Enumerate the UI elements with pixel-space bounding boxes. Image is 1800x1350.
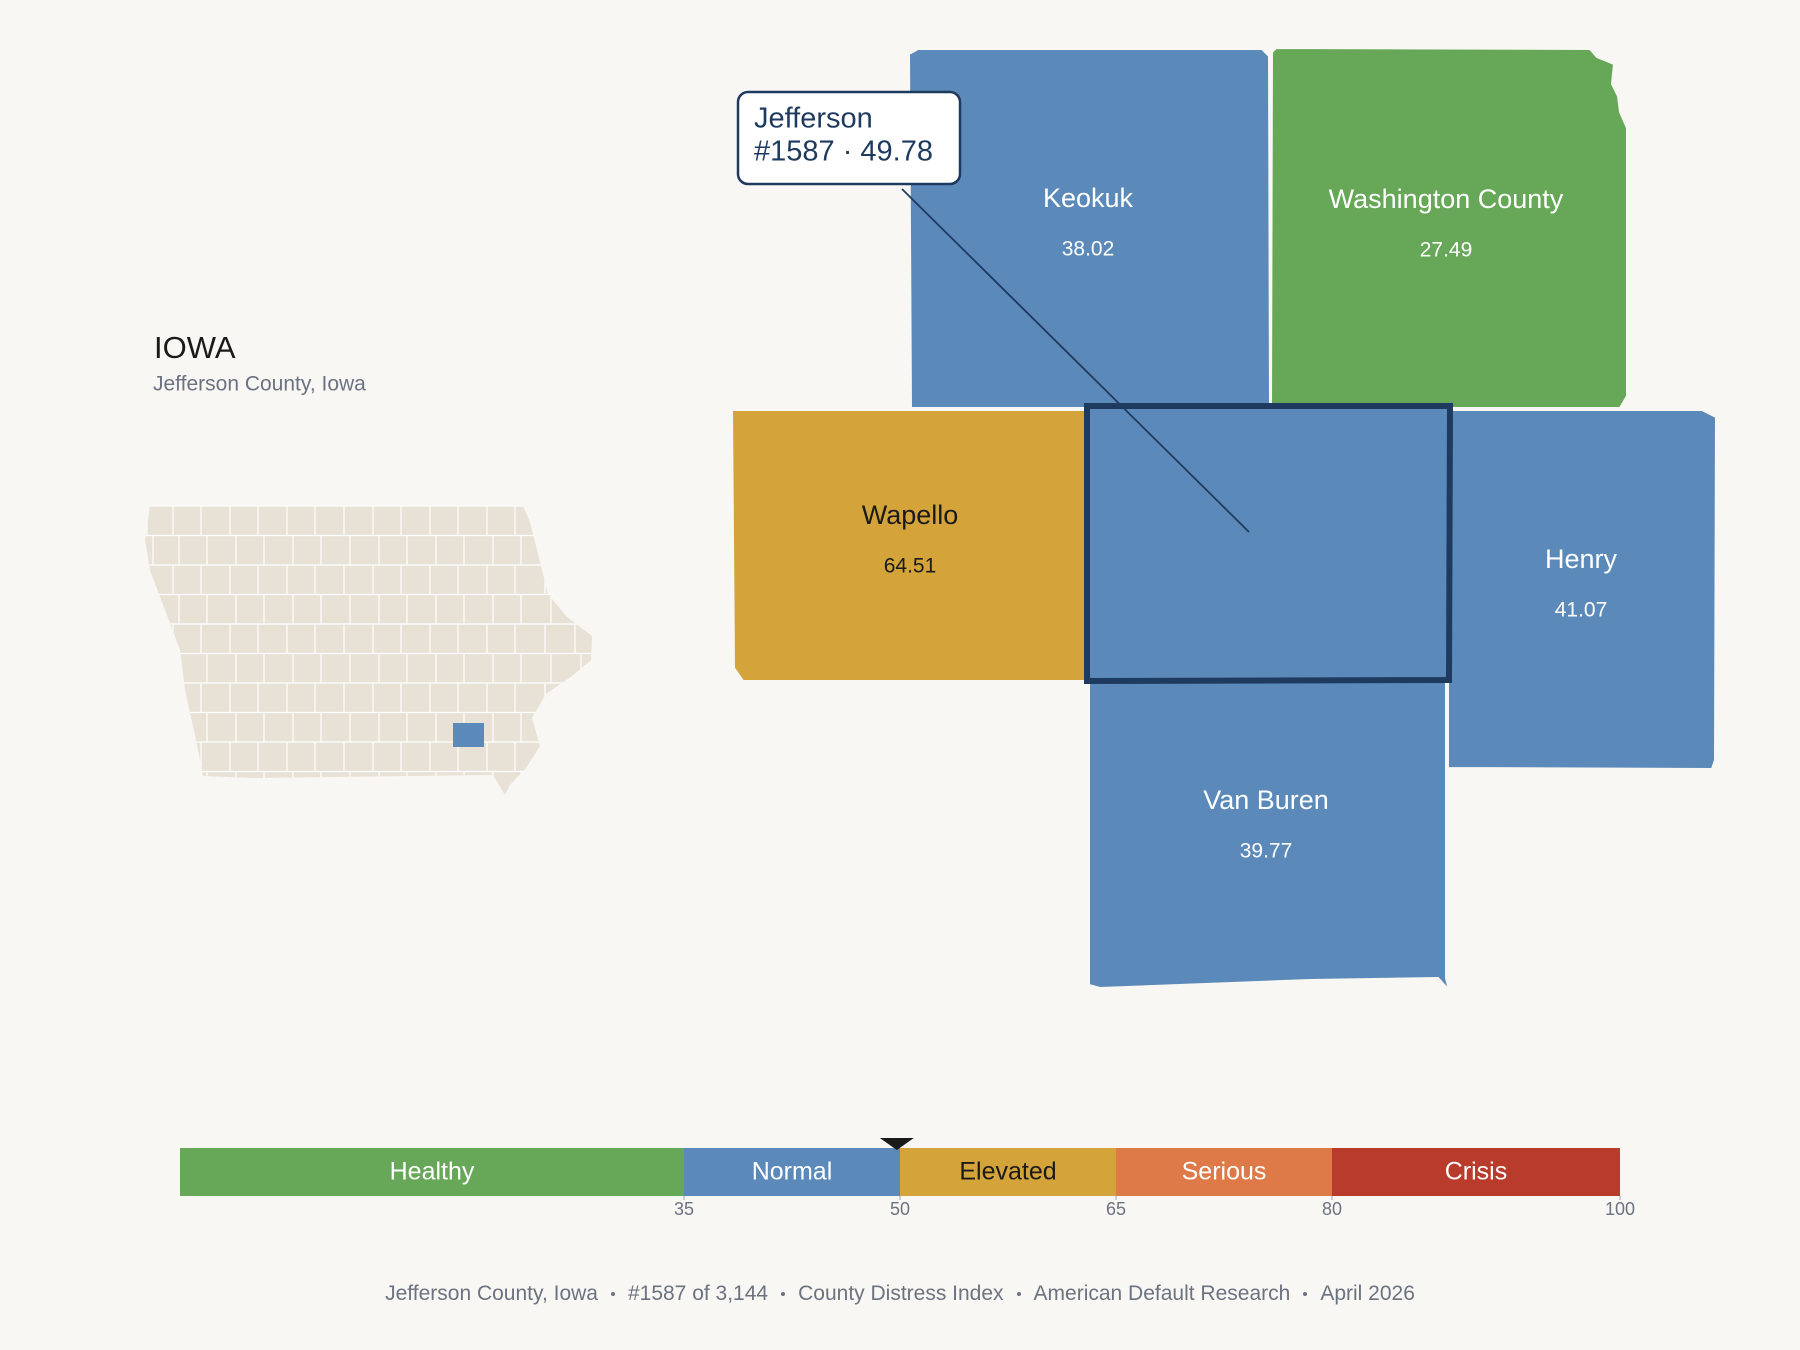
county — [1269, 46, 1628, 409]
state-minimap — [145, 506, 592, 795]
band-label: Elevated — [959, 1158, 1056, 1186]
distress-scale: Healthy Normal Elevated Serious Crisis 35 50 65… — [180, 1138, 1635, 1219]
scale-band — [684, 1148, 900, 1196]
state-subtitle: Jefferson County, Iowa — [153, 373, 366, 396]
scale-band — [180, 1148, 684, 1196]
tick-label: 100 — [1605, 1199, 1635, 1219]
county-name: Van Buren — [1203, 785, 1329, 815]
band-label: Serious — [1182, 1158, 1267, 1186]
county-value: 38.02 — [1062, 238, 1115, 261]
scale-band — [1332, 1148, 1620, 1196]
state-shape — [145, 506, 592, 795]
scale-band — [1116, 1148, 1332, 1196]
leader-line — [901, 188, 1250, 533]
tooltip-rank: #1587 · 49.78 — [754, 136, 933, 168]
map-view: IOWA Jefferson County, Iowa Keokuk 38.02 W… — [145, 46, 1718, 1219]
band-label: Normal — [752, 1158, 833, 1186]
county-map: Keokuk 38.02 Washington County 27.49 Wapello… — [730, 46, 1718, 991]
band-label: Healthy — [390, 1158, 475, 1186]
footer-item: American Default Research — [1033, 1282, 1291, 1306]
scale-band — [900, 1148, 1116, 1196]
separator — [781, 1292, 786, 1297]
county — [730, 409, 1087, 682]
tick-label: 35 — [674, 1199, 694, 1219]
county-name: Henry — [1545, 544, 1618, 574]
selected-county — [453, 723, 484, 747]
tick-label: 80 — [1322, 1199, 1342, 1219]
county-name: Wapello — [862, 500, 959, 530]
tooltip-name: Jefferson — [754, 103, 873, 135]
footer-item: Jefferson County, Iowa — [385, 1282, 598, 1306]
county-value: 39.77 — [1240, 840, 1293, 863]
band-label: Crisis — [1445, 1158, 1508, 1186]
footer: Jefferson County, Iowa #1587 of 3,144 Coun… — [0, 1282, 1800, 1306]
footer-item: April 2026 — [1320, 1282, 1415, 1306]
tooltip-box — [736, 90, 962, 186]
county-name: Keokuk — [1043, 183, 1134, 213]
county-value: 27.49 — [1420, 239, 1473, 262]
tick-label: 50 — [890, 1199, 910, 1219]
county-value: 41.07 — [1555, 599, 1608, 622]
separator — [1303, 1292, 1308, 1297]
county-name: Washington County — [1329, 184, 1564, 214]
state-title: IOWA — [154, 330, 236, 365]
footer-item: #1587 of 3,144 — [627, 1282, 769, 1306]
separator — [1016, 1292, 1021, 1297]
county — [1447, 409, 1718, 771]
tick-label: 65 — [1106, 1199, 1126, 1219]
footer-item: County Distress Index — [798, 1282, 1004, 1306]
separator — [610, 1292, 615, 1297]
county — [1088, 680, 1450, 991]
county-value: 64.51 — [884, 555, 937, 578]
selected-county — [1084, 403, 1454, 685]
county — [907, 48, 1272, 409]
score-marker — [879, 1138, 914, 1150]
